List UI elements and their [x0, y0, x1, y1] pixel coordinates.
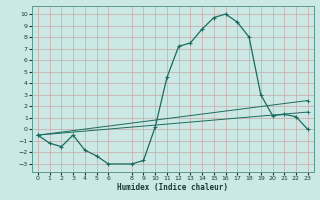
X-axis label: Humidex (Indice chaleur): Humidex (Indice chaleur): [117, 183, 228, 192]
